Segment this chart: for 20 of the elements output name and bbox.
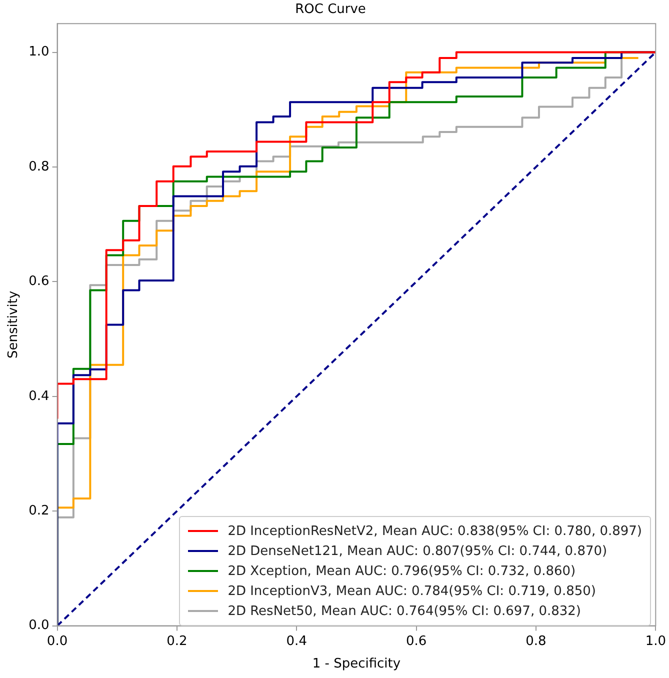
y-tick-label: 0.0 <box>28 618 50 634</box>
x-tick-label: 0.0 <box>46 634 68 649</box>
x-axis-title: 1 - Specificity <box>312 656 401 672</box>
legend-label: 2D ResNet50, Mean AUC: 0.764(95% CI: 0.697, 0.832) <box>228 604 582 618</box>
legend-label: 2D InceptionV3, Mean AUC: 0.784(95% CI: 0.719, 0.850) <box>228 584 596 598</box>
y-axis-title: Sensitivity <box>6 290 22 359</box>
x-tick-label: 0.6 <box>406 634 427 649</box>
legend-label: 2D InceptionResNetV2, Mean AUC: 0.838(95% CI: 0.780, 0.897) <box>228 524 642 538</box>
legend-label: 2D Xception, Mean AUC: 0.796(95% CI: 0.732, 0.860) <box>228 564 576 578</box>
y-tick-label: 1.0 <box>28 44 50 60</box>
y-tick-label: 0.4 <box>28 388 50 404</box>
y-tick-label: 0.2 <box>28 503 50 518</box>
x-tick-label: 0.8 <box>526 634 546 649</box>
x-tick-label: 0.4 <box>286 634 307 649</box>
y-tick-label: 0.8 <box>28 159 50 174</box>
legend-label: 2D DenseNet121, Mean AUC: 0.807(95% CI: 0.744, 0.870) <box>228 544 608 558</box>
y-tick-label: 0.6 <box>28 274 50 290</box>
x-tick-label: 0.2 <box>166 634 188 649</box>
chart-title: ROC Curve <box>295 2 366 18</box>
x-tick-label: 1.0 <box>645 634 666 649</box>
